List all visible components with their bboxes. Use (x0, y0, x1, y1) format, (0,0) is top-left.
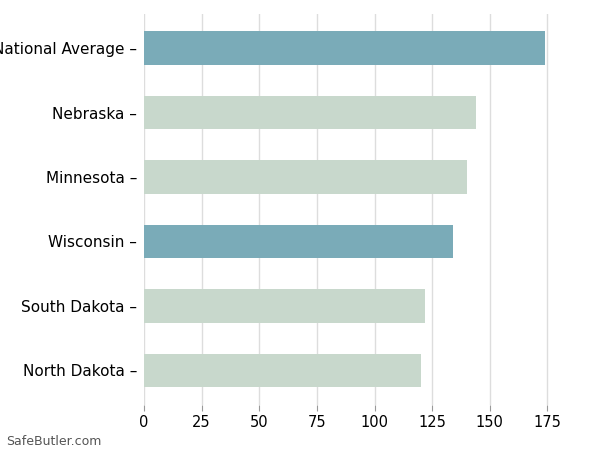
Text: SafeButler.com: SafeButler.com (6, 435, 101, 448)
Bar (144, 225, 453, 258)
Bar (144, 289, 425, 323)
Bar (144, 32, 545, 65)
Bar (144, 96, 476, 129)
Bar (144, 160, 467, 194)
Bar (144, 354, 421, 387)
